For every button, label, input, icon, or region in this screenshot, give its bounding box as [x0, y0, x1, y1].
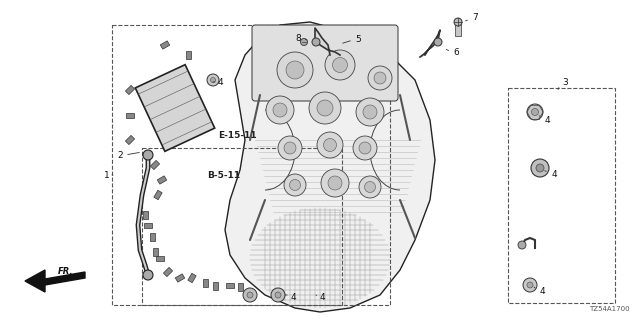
Circle shape: [273, 103, 287, 117]
Bar: [455, 24, 461, 36]
Circle shape: [286, 61, 304, 79]
Text: 8: 8: [295, 34, 301, 43]
Text: 4: 4: [551, 170, 557, 179]
Circle shape: [317, 132, 343, 158]
Polygon shape: [150, 160, 159, 170]
Circle shape: [277, 52, 313, 88]
Bar: [112, 25, 390, 305]
Text: 3: 3: [562, 77, 568, 86]
Circle shape: [289, 180, 301, 190]
Circle shape: [454, 18, 462, 26]
Polygon shape: [45, 272, 85, 285]
Circle shape: [333, 58, 348, 73]
Polygon shape: [135, 65, 214, 151]
Circle shape: [243, 288, 257, 302]
Circle shape: [363, 105, 377, 119]
FancyBboxPatch shape: [252, 25, 398, 101]
Circle shape: [143, 150, 153, 160]
Polygon shape: [150, 247, 159, 257]
Circle shape: [247, 292, 253, 298]
Polygon shape: [160, 41, 170, 49]
Text: 1: 1: [104, 171, 110, 180]
Polygon shape: [145, 221, 150, 229]
Polygon shape: [225, 22, 435, 312]
Polygon shape: [186, 51, 191, 59]
Circle shape: [536, 164, 544, 172]
Polygon shape: [25, 270, 45, 292]
Circle shape: [374, 72, 386, 84]
Circle shape: [284, 174, 306, 196]
Circle shape: [301, 38, 307, 45]
Circle shape: [325, 50, 355, 80]
Circle shape: [523, 278, 537, 292]
Polygon shape: [188, 276, 196, 281]
Circle shape: [317, 100, 333, 116]
Text: E-15-11: E-15-11: [218, 131, 257, 140]
Polygon shape: [126, 87, 134, 92]
Circle shape: [356, 98, 384, 126]
Circle shape: [359, 142, 371, 154]
Bar: [508, 88, 615, 303]
Polygon shape: [236, 283, 244, 291]
Polygon shape: [163, 268, 173, 276]
Circle shape: [309, 92, 341, 124]
Polygon shape: [202, 279, 207, 287]
Circle shape: [321, 169, 349, 197]
Circle shape: [312, 38, 320, 46]
Circle shape: [271, 288, 285, 302]
Text: FR.: FR.: [58, 267, 74, 276]
Text: 4: 4: [544, 116, 550, 124]
Polygon shape: [154, 191, 163, 199]
Circle shape: [211, 77, 216, 83]
Polygon shape: [177, 274, 182, 282]
Polygon shape: [158, 178, 166, 182]
Circle shape: [368, 66, 392, 90]
Text: 2: 2: [117, 150, 123, 159]
Circle shape: [527, 104, 543, 120]
Text: 6: 6: [453, 47, 459, 57]
Polygon shape: [420, 30, 440, 57]
Circle shape: [518, 241, 526, 249]
Circle shape: [353, 136, 377, 160]
Polygon shape: [315, 28, 340, 55]
Text: 4: 4: [290, 292, 296, 301]
Text: TZ54A1700: TZ54A1700: [589, 306, 630, 312]
Circle shape: [278, 136, 302, 160]
Text: 5: 5: [355, 35, 361, 44]
Polygon shape: [150, 233, 154, 241]
Text: B-5-11: B-5-11: [207, 171, 240, 180]
Circle shape: [531, 159, 549, 177]
Circle shape: [207, 74, 219, 86]
Polygon shape: [225, 281, 235, 289]
Circle shape: [266, 96, 294, 124]
Text: 7: 7: [472, 12, 478, 21]
Text: 4: 4: [217, 77, 223, 86]
Polygon shape: [211, 281, 220, 291]
Bar: [142, 148, 342, 305]
Circle shape: [359, 176, 381, 198]
Circle shape: [527, 282, 533, 288]
Circle shape: [531, 108, 538, 116]
Circle shape: [365, 181, 376, 193]
Circle shape: [143, 270, 153, 280]
Circle shape: [284, 142, 296, 154]
Polygon shape: [125, 111, 134, 119]
Text: 4: 4: [319, 292, 325, 301]
Circle shape: [434, 38, 442, 46]
Text: 4: 4: [539, 287, 545, 297]
Polygon shape: [126, 135, 134, 145]
Circle shape: [323, 139, 337, 151]
Polygon shape: [141, 210, 149, 220]
Polygon shape: [156, 255, 164, 260]
Circle shape: [328, 176, 342, 190]
Circle shape: [275, 292, 281, 298]
